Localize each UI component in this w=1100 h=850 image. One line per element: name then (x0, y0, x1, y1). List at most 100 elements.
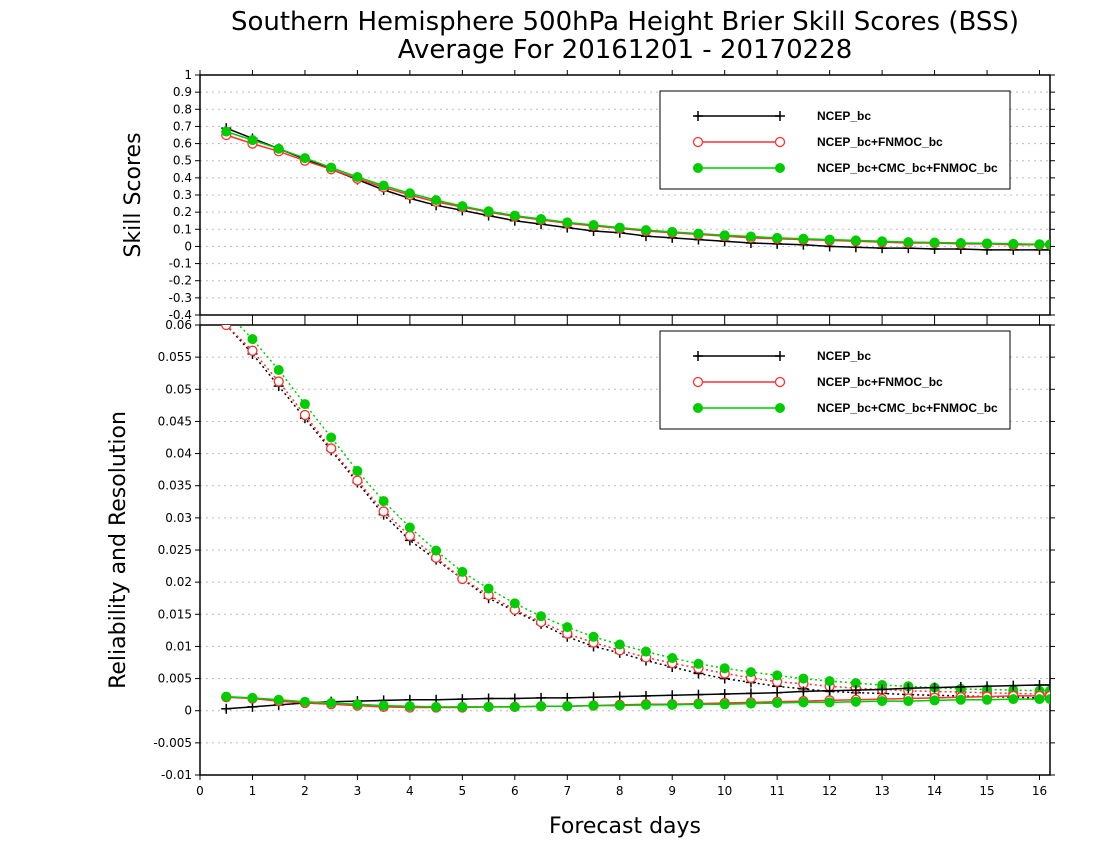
data-point (719, 699, 730, 710)
data-point (562, 701, 573, 712)
data-point (824, 234, 835, 245)
data-point (536, 611, 547, 622)
x-tick-label: 6 (511, 784, 519, 798)
plot-frame (199, 74, 1051, 316)
data-point (745, 231, 756, 242)
data-point (614, 639, 625, 650)
data-point (509, 598, 520, 609)
chart-title-line1: Southern Hemisphere 500hPa Height Brier … (231, 7, 1019, 37)
legend-label: NCEP_bc+FNMOC_bc (817, 135, 943, 149)
data-point (693, 111, 703, 121)
data-point (798, 673, 809, 684)
data-point (614, 700, 625, 711)
data-point (903, 696, 914, 707)
data-point (247, 692, 258, 703)
data-point (273, 694, 284, 705)
x-tick-label: 11 (770, 784, 785, 798)
data-point (1008, 680, 1019, 691)
data-point (772, 698, 783, 708)
data-point (1034, 680, 1045, 690)
plot-area (221, 325, 1050, 714)
x-tick-label: 4 (406, 784, 414, 798)
x-tick-label: 15 (979, 784, 994, 798)
series-cmc (221, 126, 1050, 250)
x-tick-label: 0 (196, 784, 204, 798)
data-point (352, 172, 363, 182)
data-point (903, 237, 914, 248)
x-tick-label: 10 (717, 784, 732, 798)
data-point (693, 163, 703, 173)
legend-label: NCEP_bc (817, 109, 871, 123)
data-point (955, 681, 966, 692)
data-point (798, 697, 809, 708)
data-point (614, 222, 625, 233)
data-point (824, 685, 835, 696)
data-point (483, 701, 494, 712)
data-point (877, 696, 888, 707)
y-tick-label: -0.1 (169, 257, 192, 271)
y-tick-label: 0.3 (173, 188, 192, 202)
y-tick-label: 0.2 (173, 205, 192, 219)
legend-label: NCEP_bc (817, 349, 871, 363)
data-point (221, 126, 232, 137)
legend-entry: NCEP_bc+CMC_bc+FNMOC_bc (693, 161, 998, 175)
legend-entry: NCEP_bc (693, 109, 871, 123)
data-point (929, 237, 940, 248)
data-point (483, 206, 494, 217)
y-tick-label: 0.05 (165, 382, 192, 396)
data-point (299, 399, 310, 410)
y-tick-label: 0.005 (158, 672, 192, 686)
series-line (225, 325, 1050, 695)
chart-title-line2: Average For 20161201 - 20170228 (398, 35, 853, 65)
data-point (431, 701, 442, 712)
data-point (352, 699, 363, 710)
y-tick-label: 0.5 (173, 154, 192, 168)
series-cmc-reliability (221, 691, 1050, 712)
data-point (247, 334, 258, 345)
data-point (326, 443, 337, 454)
legend-box (659, 330, 1011, 430)
legend-label: NCEP_bc+CMC_bc+FNMOC_bc (817, 161, 998, 175)
data-point (640, 225, 651, 236)
data-point (775, 351, 785, 361)
data-point (774, 376, 786, 388)
data-point (955, 694, 966, 705)
data-point (273, 143, 284, 154)
data-point (457, 701, 468, 712)
data-point (457, 566, 468, 577)
data-point (693, 689, 704, 700)
data-point (1008, 694, 1019, 705)
y-tick-label: 0.045 (158, 414, 192, 428)
data-point (431, 545, 442, 556)
x-tick-label: 9 (668, 784, 676, 798)
y-tick-label: 0.06 (165, 318, 192, 332)
data-point (221, 703, 232, 714)
y-tick-label: 0.02 (165, 575, 192, 589)
y-tick-label: -0.3 (169, 291, 192, 305)
data-point (273, 365, 284, 375)
data-point (562, 622, 573, 633)
y-axis-label: Skill Scores (121, 132, 146, 257)
plot-frame (199, 324, 1051, 776)
legend-entry: NCEP_bc+CMC_bc+FNMOC_bc (693, 401, 998, 415)
legend-box (659, 90, 1011, 190)
data-point (509, 210, 520, 221)
data-point (299, 696, 310, 707)
data-point (745, 698, 756, 709)
x-tick-label: 13 (874, 784, 889, 798)
data-point (903, 683, 914, 694)
data-point (929, 682, 940, 693)
data-point (536, 214, 547, 224)
y-tick-label: 0.04 (165, 447, 192, 461)
data-point (667, 699, 678, 710)
data-point (667, 653, 678, 663)
x-tick-label: 12 (822, 784, 837, 798)
data-point (1045, 694, 1050, 705)
data-point (772, 687, 783, 698)
data-point (247, 135, 258, 146)
data-point (378, 496, 389, 507)
data-point (483, 583, 494, 594)
data-point (273, 376, 284, 387)
data-point (221, 325, 232, 331)
